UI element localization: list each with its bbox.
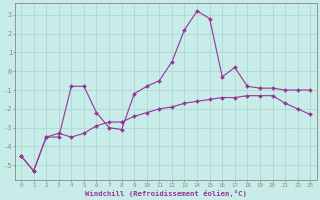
- X-axis label: Windchill (Refroidissement éolien,°C): Windchill (Refroidissement éolien,°C): [85, 190, 247, 197]
